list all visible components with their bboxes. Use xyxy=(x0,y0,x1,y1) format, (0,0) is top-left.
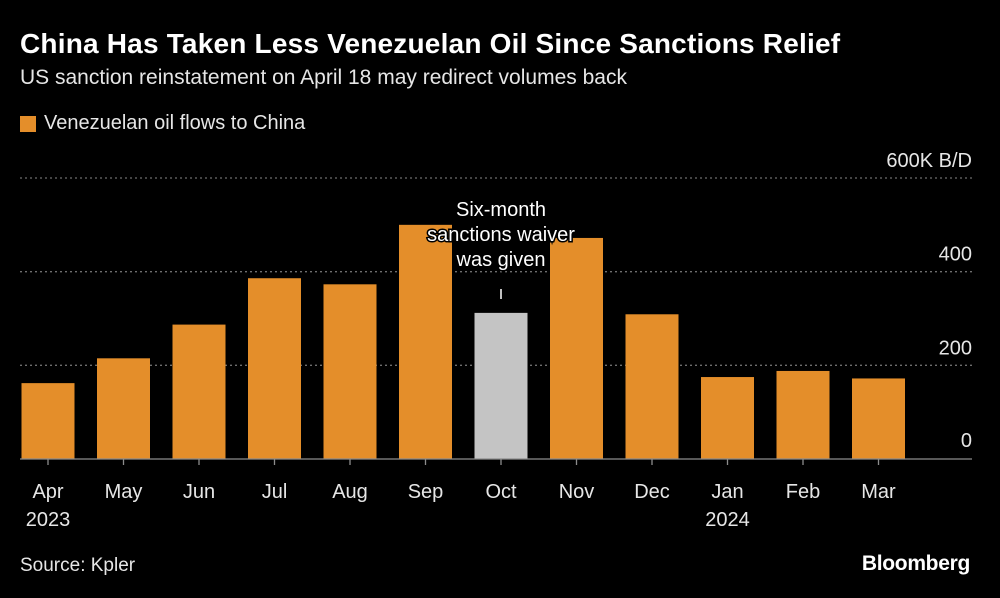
x-tick-label-jun: Jun xyxy=(183,481,215,503)
x-tick-label-feb: Feb xyxy=(786,481,820,503)
legend-swatch xyxy=(20,115,36,132)
x-tick-label-nov: Nov xyxy=(559,481,595,503)
legend: Venezuelan oil flows to China xyxy=(20,112,305,135)
x-year-label-2024: 2024 xyxy=(705,509,750,531)
x-tick-label-mar: Mar xyxy=(861,481,896,503)
chart-subtitle: US sanction reinstatement on April 18 ma… xyxy=(20,66,627,89)
bar-nov xyxy=(550,237,603,459)
bar-jun xyxy=(172,324,226,459)
annotation-line-1: Six-month xyxy=(456,199,546,221)
x-tick-label-aug: Aug xyxy=(332,481,368,503)
source-note: Source: Kpler xyxy=(20,555,136,576)
x-tick-label-apr: Apr xyxy=(32,481,63,503)
bar-apr xyxy=(21,383,75,459)
bar-aug xyxy=(323,284,377,459)
annotation-line-3: was given xyxy=(456,249,546,271)
legend-label: Venezuelan oil flows to China xyxy=(44,112,306,134)
bar-mar xyxy=(852,378,905,459)
x-tick-label-may: May xyxy=(105,481,143,503)
bar-sep xyxy=(399,224,452,459)
bar-oct xyxy=(474,312,528,459)
y-tick-label-200: 200 xyxy=(939,337,972,359)
bar-dec xyxy=(625,314,679,459)
bar-jul xyxy=(248,278,301,459)
x-tick-label-dec: Dec xyxy=(634,481,670,503)
y-tick-label-600: 600K B/D xyxy=(886,150,972,172)
bloomberg-logo: Bloomberg xyxy=(861,552,970,575)
bar-feb xyxy=(776,370,830,459)
x-tick-label-jul: Jul xyxy=(262,481,288,503)
bar-may xyxy=(97,358,150,459)
annotation-line-2: sanctions waiver xyxy=(427,224,575,246)
y-tick-label-0: 0 xyxy=(961,430,972,452)
chart-title: China Has Taken Less Venezuelan Oil Sinc… xyxy=(20,28,841,59)
y-tick-label-400: 400 xyxy=(939,244,972,266)
x-year-label-2023: 2023 xyxy=(26,509,71,531)
bar-jan xyxy=(701,377,754,459)
x-tick-label-oct: Oct xyxy=(485,481,517,503)
x-tick-label-sep: Sep xyxy=(408,481,444,503)
x-tick-label-jan: Jan xyxy=(711,481,743,503)
